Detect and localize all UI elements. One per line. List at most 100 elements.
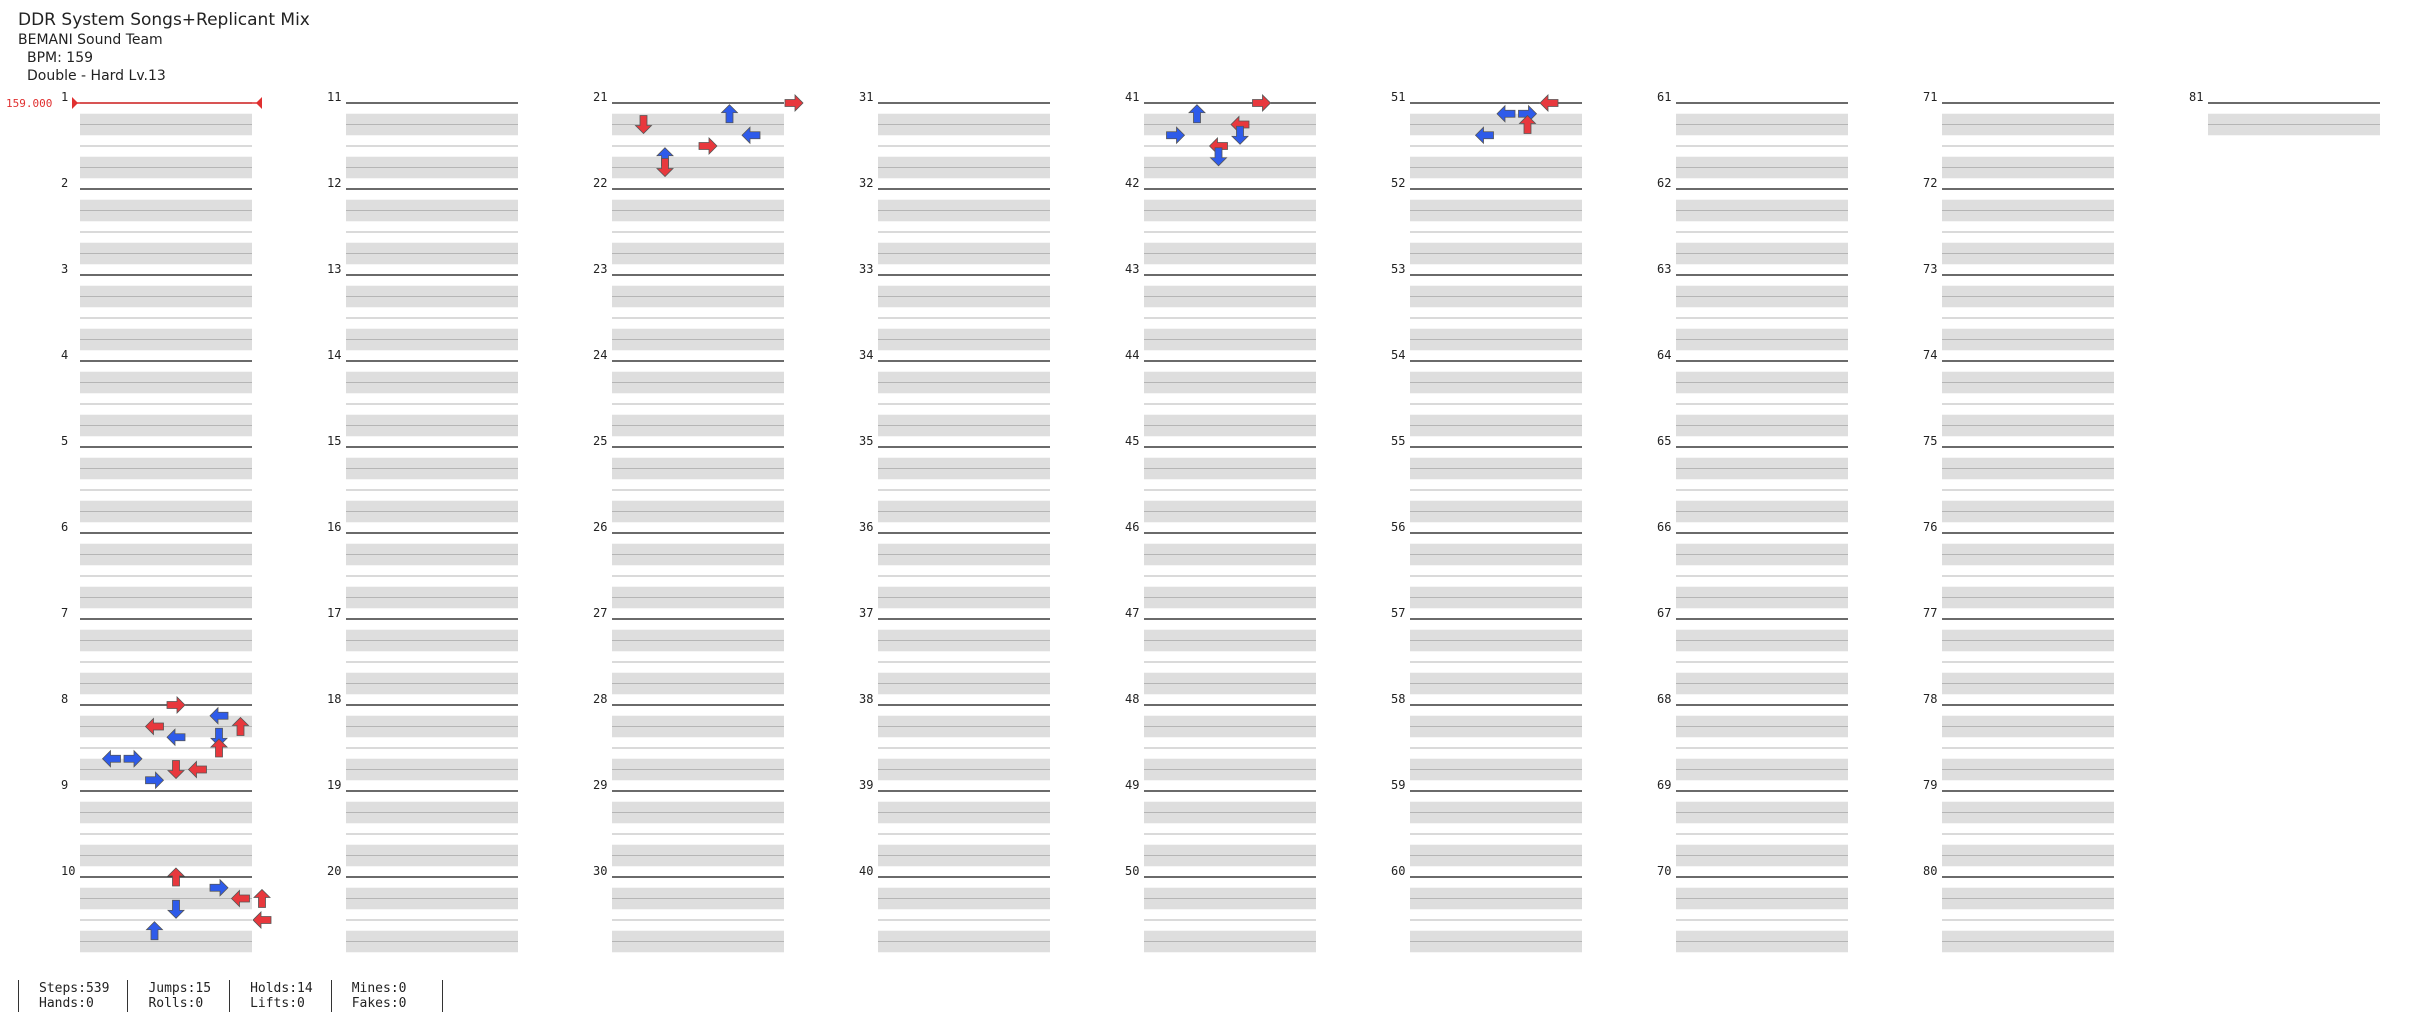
- stat-lifts: Lifts:0: [250, 996, 305, 1011]
- measure-number: 14: [327, 348, 341, 362]
- stat-holds: Holds:14: [250, 981, 313, 996]
- step-arrow: [1166, 126, 1186, 145]
- arrow-shape: [1252, 94, 1272, 112]
- measure-number: 75: [1923, 434, 1937, 448]
- step-arrow: [1518, 114, 1537, 134]
- measure-number: 72: [1923, 176, 1937, 190]
- stat-column-mines: Mines:0 Fakes:0: [330, 980, 443, 1012]
- arrow-shape: [210, 727, 228, 747]
- measure-number: 19: [327, 778, 341, 792]
- arrow-shape: [231, 716, 250, 736]
- measure-number: 22: [593, 176, 607, 190]
- arrow-shape: [1231, 125, 1249, 145]
- arrow-shape: [187, 760, 207, 779]
- step-arrow: [187, 760, 207, 779]
- measure-number: 26: [593, 520, 607, 534]
- arrow-shape: [209, 878, 229, 897]
- measure-number: 81: [2189, 90, 2203, 104]
- measure-number: 61: [1657, 90, 1671, 104]
- measure-number: 60: [1391, 864, 1405, 878]
- measure-number: 51: [1391, 90, 1405, 104]
- step-notes: [101, 94, 1559, 941]
- step-arrow: [1188, 104, 1206, 124]
- arrow-shape: [1496, 104, 1516, 123]
- arrow-shape: [720, 104, 739, 124]
- arrow-shape: [209, 706, 229, 725]
- measure-number: 24: [593, 348, 607, 362]
- arrow-shape: [123, 749, 143, 768]
- arrow-shape: [210, 738, 228, 758]
- step-arrow: [634, 115, 653, 135]
- measure-number: 32: [859, 176, 873, 190]
- arrow-shape: [144, 717, 164, 736]
- measure-number: 77: [1923, 606, 1937, 620]
- step-arrow: [101, 749, 121, 768]
- measure-number: 7: [61, 606, 68, 620]
- measure-number: 71: [1923, 90, 1937, 104]
- stat-column-holds: Holds:14 Lifts:0: [229, 980, 331, 1012]
- measure-number: 9: [61, 778, 68, 792]
- song-title: DDR System Songs+Replicant Mix: [18, 10, 310, 30]
- step-arrow: [145, 921, 164, 941]
- measure-number: 68: [1657, 692, 1671, 706]
- measure-number: 53: [1391, 262, 1405, 276]
- song-artist: BEMANI Sound Team: [18, 32, 163, 48]
- measure-number: 59: [1391, 778, 1405, 792]
- chart-stats: Steps:539 Hands:0 Jumps:15 Rolls:0 Holds…: [18, 980, 443, 1012]
- arrow-shape: [698, 137, 718, 155]
- arrow-shape: [1539, 94, 1559, 112]
- step-arrow: [144, 717, 164, 736]
- step-arrow: [720, 104, 739, 124]
- stat-hands: Hands:0: [39, 996, 94, 1011]
- measure-number: 4: [61, 348, 68, 362]
- measure-number: 1: [61, 90, 68, 104]
- measure-number: 13: [327, 262, 341, 276]
- measure-number: 65: [1657, 434, 1671, 448]
- measure-number: 54: [1391, 348, 1405, 362]
- arrow-shape: [634, 115, 653, 135]
- measure-number: 39: [859, 778, 873, 792]
- measure-number: 79: [1923, 778, 1937, 792]
- measure-number: 33: [859, 262, 873, 276]
- arrow-shape: [145, 921, 164, 941]
- arrow-shape: [1188, 104, 1206, 124]
- measure-number: 70: [1657, 864, 1671, 878]
- step-arrow: [1539, 94, 1559, 112]
- stat-mines: Mines:0: [351, 981, 407, 996]
- arrow-shape: [741, 126, 761, 145]
- step-arrow: [210, 738, 228, 758]
- stat-jumps: Jumps:15: [148, 981, 212, 996]
- step-arrow: [166, 728, 186, 747]
- measure-number: 16: [327, 520, 341, 534]
- measure-number: 38: [859, 692, 873, 706]
- step-arrow: [656, 158, 674, 178]
- measure-number: 69: [1657, 778, 1671, 792]
- measure-number: 62: [1657, 176, 1671, 190]
- stat-fakes: Fakes:0: [351, 996, 407, 1011]
- measure-number: 47: [1125, 606, 1139, 620]
- measure-number: 25: [593, 434, 607, 448]
- step-arrow: [1496, 104, 1516, 123]
- step-arrow: [784, 94, 804, 112]
- step-arrow: [167, 760, 185, 780]
- arrow-shape: [784, 94, 804, 112]
- bpm-marker-end: [256, 97, 262, 109]
- step-arrow: [1209, 147, 1228, 167]
- arrow-shape: [1209, 147, 1228, 167]
- arrow-shape: [167, 899, 185, 919]
- measure-number: 46: [1125, 520, 1139, 534]
- measure-number: 23: [593, 262, 607, 276]
- measure-number: 35: [859, 434, 873, 448]
- step-arrow: [1231, 125, 1249, 145]
- measure-number: 50: [1125, 864, 1139, 878]
- measure-number: 67: [1657, 606, 1671, 620]
- arrow-shape: [252, 911, 272, 929]
- stat-rolls: Rolls:0: [148, 996, 204, 1011]
- step-arrow: [210, 727, 228, 747]
- measure-number: 66: [1657, 520, 1671, 534]
- step-arrow: [252, 911, 272, 929]
- measure-number: 78: [1923, 692, 1937, 706]
- measure-number: 5: [61, 434, 68, 448]
- measure-number: 3: [61, 262, 68, 276]
- measure-number: 80: [1923, 864, 1937, 878]
